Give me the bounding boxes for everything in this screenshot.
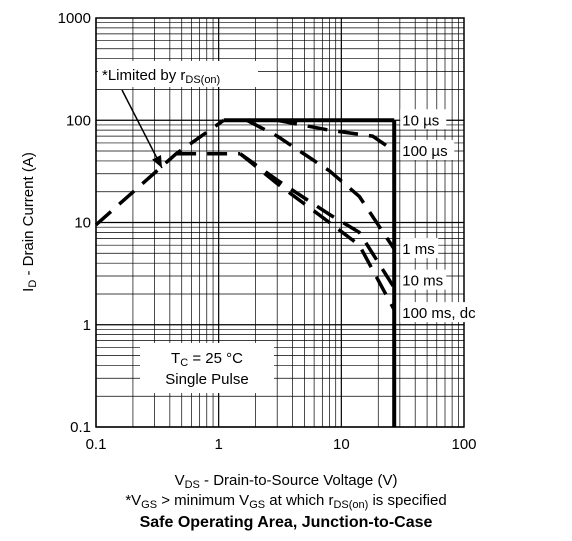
series-label: 10 ms [402, 273, 443, 290]
series-line [239, 152, 396, 311]
y-tick-label: 1 [83, 317, 91, 334]
y-tick-label: 1000 [58, 10, 91, 27]
x-axis-label: VDS - Drain-to-Source Voltage (V) [174, 472, 398, 491]
series-label: 100 ms, dc [402, 305, 476, 322]
footnote: *VGS > minimum VGS at which rDS(on) is s… [125, 492, 447, 511]
series-label-bg [400, 238, 439, 259]
series-line [276, 118, 396, 153]
x-tick-labels: 0.1 1 10 100 [86, 436, 477, 453]
y-tick-label: 100 [66, 112, 91, 129]
annotations: *Limited by rDS(on) TC = 25 °C Single Puls… [98, 61, 274, 393]
series-label-bg [400, 269, 447, 290]
conditions-pulse: Single Pulse [165, 371, 248, 388]
limited-annotation: *Limited by rDS(on) [102, 67, 220, 86]
limited-annotation-bg [98, 61, 258, 87]
series-label-bg [400, 109, 447, 130]
conditions-bg [140, 343, 274, 393]
annotation-arrow [121, 89, 163, 169]
series-label-bg [400, 302, 488, 323]
conditions-temperature: TC = 25 °C [171, 350, 243, 369]
chart-title: Safe Operating Area, Junction-to-Case [139, 514, 433, 531]
series-layer [94, 118, 397, 427]
x-tick-label: 0.1 [86, 436, 107, 453]
series-label: 1 ms [402, 241, 435, 258]
series-label-bg [400, 140, 455, 161]
y-tick-label: 0.1 [70, 419, 91, 436]
series-labels: 10 µs 100 µs 1 ms 10 ms 100 ms, dc [400, 109, 488, 323]
x-tick-label: 10 [333, 436, 350, 453]
series-label: 10 µs [402, 112, 439, 129]
plot-frame [95, 17, 465, 428]
arrowhead-icon [152, 155, 162, 168]
series-label: 100 µs [402, 143, 447, 160]
x-tick-label: 1 [214, 436, 222, 453]
series-line [239, 152, 396, 289]
y-axis-label: ID - Drain Current (A) [20, 152, 39, 292]
series-line [246, 118, 396, 250]
x-tick-label: 100 [451, 436, 476, 453]
y-tick-label: 10 [74, 215, 91, 232]
y-tick-labels: 0.1 1 10 100 1000 [58, 10, 91, 436]
